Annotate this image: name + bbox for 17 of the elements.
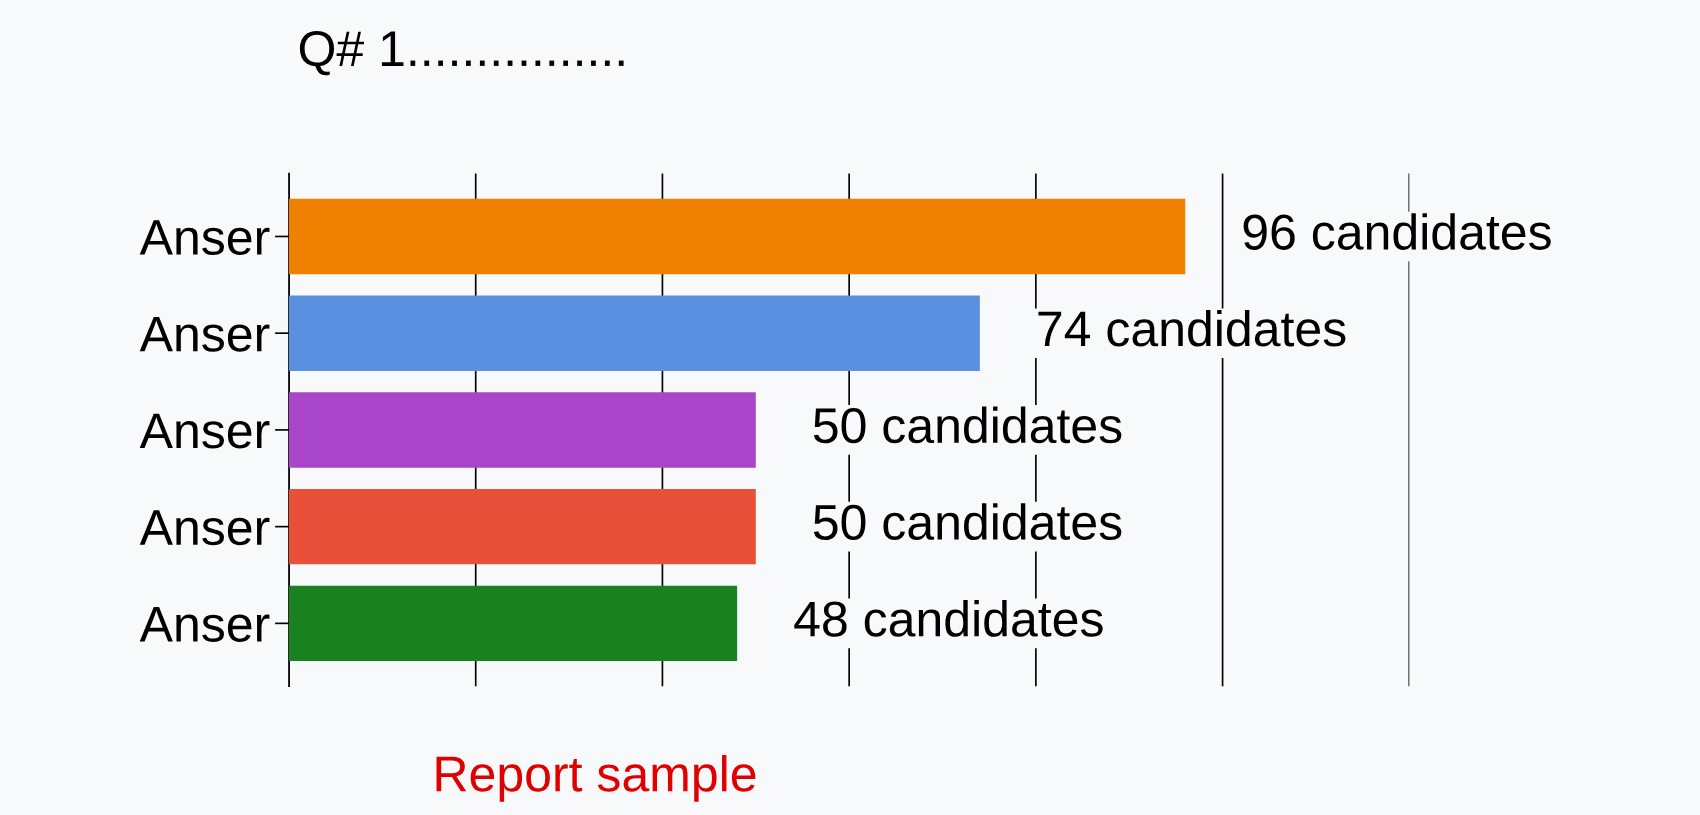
text: Report sample — [436, 755, 756, 802]
data-label: 48 candidates — [794, 600, 1103, 637]
data-label: 50 candidates — [813, 406, 1122, 444]
chart-title: Q# 1................ — [299, 30, 624, 76]
data-label: 96 candidates — [1243, 213, 1551, 250]
bar — [289, 585, 738, 662]
bar — [289, 295, 980, 371]
y-tick-label: Anser — [139, 607, 270, 642]
y-tick-label: Anser — [139, 220, 270, 256]
y-tick-label: Anser — [139, 413, 270, 449]
y-tick-label: Anser — [139, 316, 270, 352]
bar — [289, 392, 756, 468]
bar — [289, 488, 756, 565]
data-label: 74 candidates — [1038, 309, 1346, 347]
data-label: 50 candidates — [813, 503, 1122, 541]
y-tick-label: Anser — [139, 510, 270, 546]
bar — [289, 198, 1186, 275]
